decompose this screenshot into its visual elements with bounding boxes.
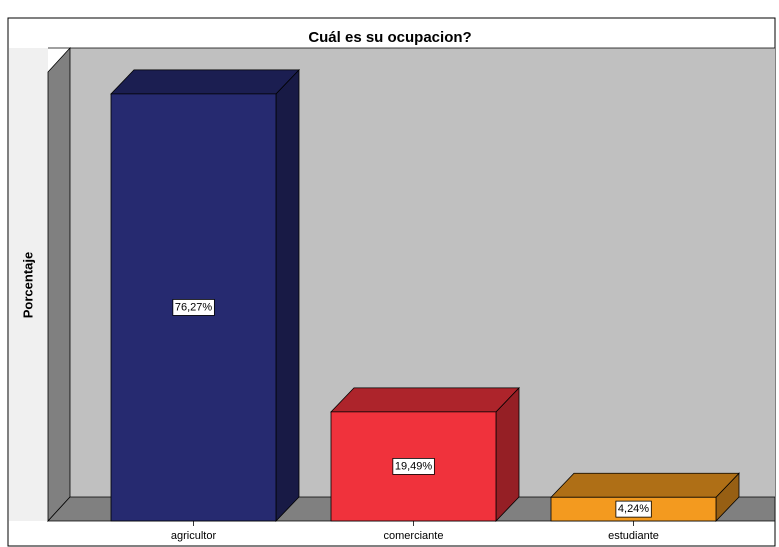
chart-title: Cuál es su ocupacion? [308,29,471,46]
y-axis-label: Porcentaje [20,252,35,318]
value-label-box [392,458,435,475]
bar-top [110,69,300,95]
x-tick-label: comerciante [384,530,444,542]
value-label-box [615,500,652,518]
bar-top [550,472,740,498]
bar [110,68,300,522]
axis-panel [9,48,48,521]
x-tick-label: estudiante [608,530,659,542]
value-label: 76,27% [175,301,213,313]
side-wall [47,46,71,523]
value-label: 4,24% [618,503,649,515]
x-tick-label: agricultor [171,530,217,542]
value-label: 19,49% [395,460,433,472]
bar [330,386,520,522]
value-label-box [172,299,215,316]
bar-side [275,68,300,522]
bar-top [330,387,520,413]
